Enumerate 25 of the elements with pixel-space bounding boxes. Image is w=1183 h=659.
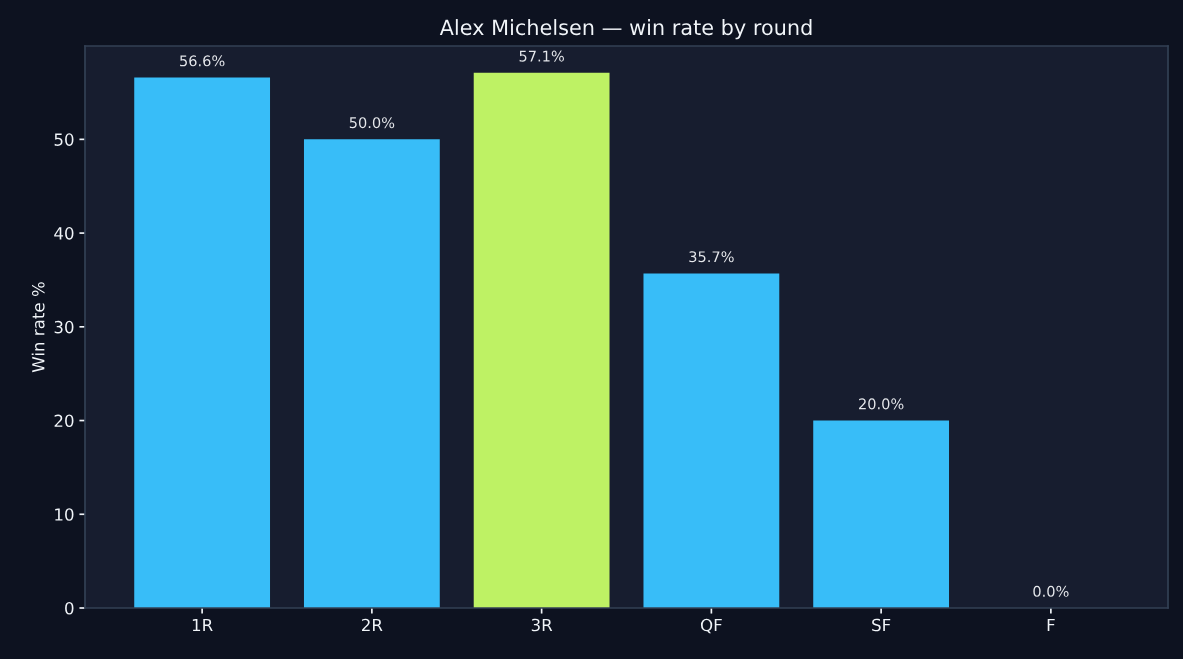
x-tick-label: QF: [700, 618, 722, 634]
bar: [473, 72, 610, 608]
x-tick-label: 1R: [192, 618, 213, 632]
bar: [134, 77, 271, 608]
y-axis-title: Win rate %: [31, 282, 45, 373]
y-tick-label: 0: [65, 601, 74, 615]
bar: [813, 420, 950, 608]
y-tick-label: 30: [54, 320, 74, 334]
bar: [643, 273, 780, 608]
data-label: 0.0%: [1033, 585, 1069, 597]
y-tick-label: 10: [55, 508, 74, 521]
y-tick-label: 40: [54, 227, 74, 240]
data-label: 50.0%: [349, 117, 395, 129]
data-label: 57.1%: [519, 50, 564, 62]
data-label: 20.0%: [859, 398, 904, 410]
x-tick-label: SF: [872, 618, 891, 632]
y-tick-label: 50: [54, 133, 74, 146]
x-tick-label: F: [1047, 618, 1055, 632]
bar: [303, 139, 440, 608]
data-label: 56.6%: [180, 55, 225, 67]
data-label: 35.7%: [689, 251, 734, 263]
y-tick-label: 20: [54, 414, 74, 428]
x-tick-label: 3R: [531, 618, 553, 632]
chart-title: Alex Michelsen — win rate by round: [439, 19, 812, 40]
x-tick-label: 2R: [362, 618, 383, 632]
